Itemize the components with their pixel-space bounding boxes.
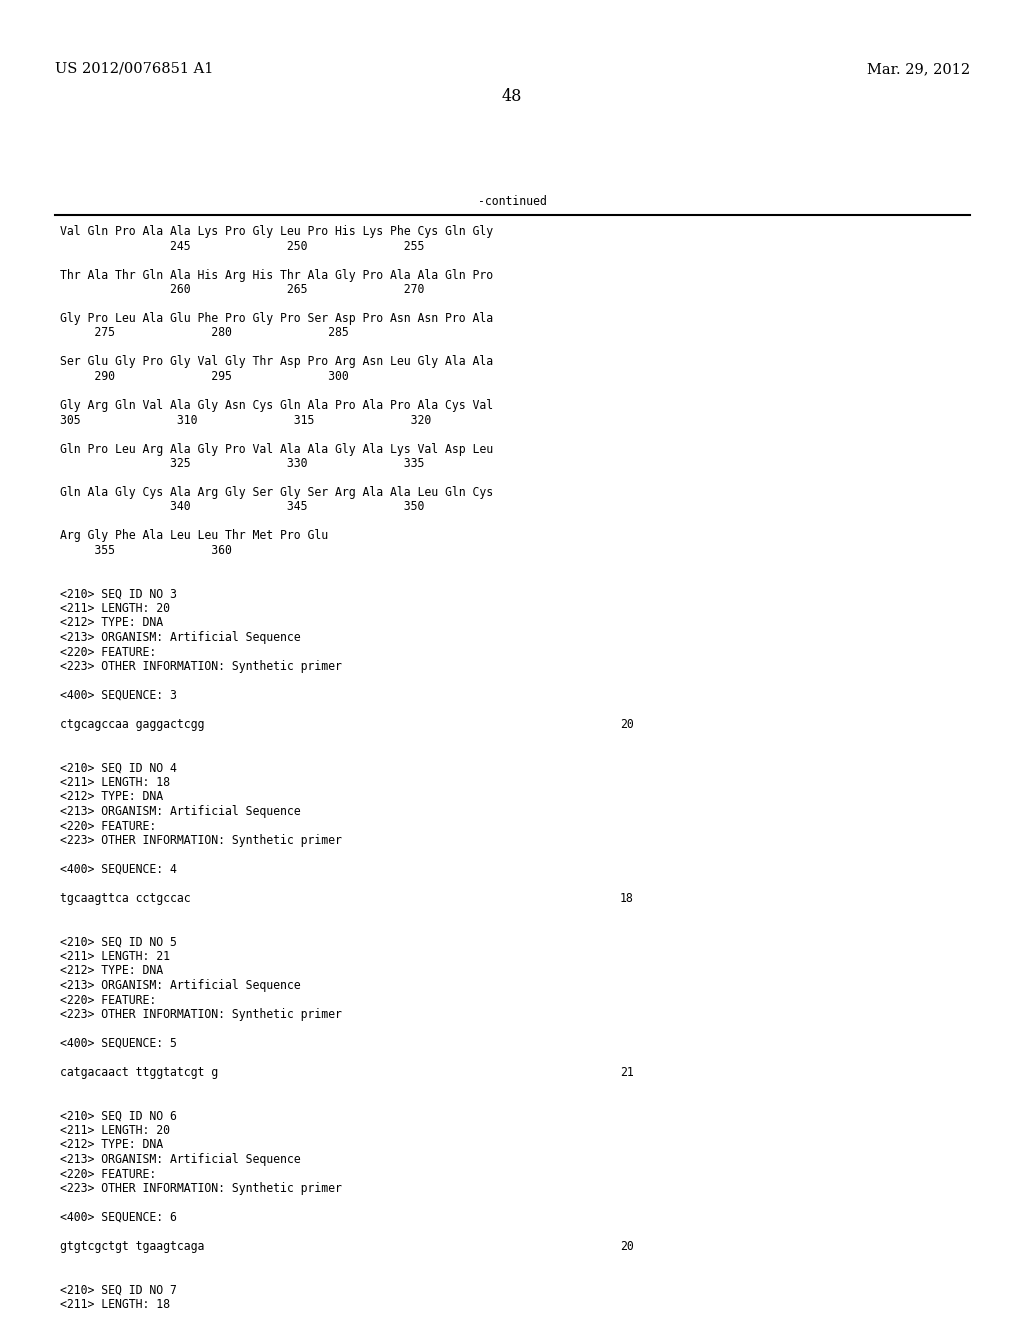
Text: <223> OTHER INFORMATION: Synthetic primer: <223> OTHER INFORMATION: Synthetic prime… — [60, 1181, 342, 1195]
Text: Val Gln Pro Ala Ala Lys Pro Gly Leu Pro His Lys Phe Cys Gln Gly: Val Gln Pro Ala Ala Lys Pro Gly Leu Pro … — [60, 224, 494, 238]
Text: <213> ORGANISM: Artificial Sequence: <213> ORGANISM: Artificial Sequence — [60, 1152, 301, 1166]
Text: ctgcagccaa gaggactcgg: ctgcagccaa gaggactcgg — [60, 718, 205, 731]
Text: Gln Pro Leu Arg Ala Gly Pro Val Ala Ala Gly Ala Lys Val Asp Leu: Gln Pro Leu Arg Ala Gly Pro Val Ala Ala … — [60, 442, 494, 455]
Text: <212> TYPE: DNA: <212> TYPE: DNA — [60, 965, 163, 978]
Text: 48: 48 — [502, 88, 522, 106]
Text: <212> TYPE: DNA: <212> TYPE: DNA — [60, 616, 163, 630]
Text: <220> FEATURE:: <220> FEATURE: — [60, 645, 157, 659]
Text: Mar. 29, 2012: Mar. 29, 2012 — [867, 62, 970, 77]
Text: <223> OTHER INFORMATION: Synthetic primer: <223> OTHER INFORMATION: Synthetic prime… — [60, 834, 342, 847]
Text: <220> FEATURE:: <220> FEATURE: — [60, 994, 157, 1006]
Text: Gly Arg Gln Val Ala Gly Asn Cys Gln Ala Pro Ala Pro Ala Cys Val: Gly Arg Gln Val Ala Gly Asn Cys Gln Ala … — [60, 399, 494, 412]
Text: Gly Pro Leu Ala Glu Phe Pro Gly Pro Ser Asp Pro Asn Asn Pro Ala: Gly Pro Leu Ala Glu Phe Pro Gly Pro Ser … — [60, 312, 494, 325]
Text: <213> ORGANISM: Artificial Sequence: <213> ORGANISM: Artificial Sequence — [60, 979, 301, 993]
Text: 18: 18 — [620, 892, 634, 906]
Text: 290              295              300: 290 295 300 — [60, 370, 349, 383]
Text: <223> OTHER INFORMATION: Synthetic primer: <223> OTHER INFORMATION: Synthetic prime… — [60, 1008, 342, 1020]
Text: <400> SEQUENCE: 5: <400> SEQUENCE: 5 — [60, 1038, 177, 1049]
Text: <213> ORGANISM: Artificial Sequence: <213> ORGANISM: Artificial Sequence — [60, 631, 301, 644]
Text: 305              310              315              320: 305 310 315 320 — [60, 413, 431, 426]
Text: <211> LENGTH: 21: <211> LENGTH: 21 — [60, 950, 170, 964]
Text: Arg Gly Phe Ala Leu Leu Thr Met Pro Glu: Arg Gly Phe Ala Leu Leu Thr Met Pro Glu — [60, 529, 328, 543]
Text: Gln Ala Gly Cys Ala Arg Gly Ser Gly Ser Arg Ala Ala Leu Gln Cys: Gln Ala Gly Cys Ala Arg Gly Ser Gly Ser … — [60, 486, 494, 499]
Text: tgcaagttca cctgccac: tgcaagttca cctgccac — [60, 892, 190, 906]
Text: <212> TYPE: DNA: <212> TYPE: DNA — [60, 791, 163, 804]
Text: <210> SEQ ID NO 7: <210> SEQ ID NO 7 — [60, 1283, 177, 1296]
Text: -continued: -continued — [477, 195, 547, 209]
Text: <212> TYPE: DNA: <212> TYPE: DNA — [60, 1138, 163, 1151]
Text: <210> SEQ ID NO 3: <210> SEQ ID NO 3 — [60, 587, 177, 601]
Text: 21: 21 — [620, 1067, 634, 1078]
Text: gtgtcgctgt tgaagtcaga: gtgtcgctgt tgaagtcaga — [60, 1239, 205, 1253]
Text: <211> LENGTH: 20: <211> LENGTH: 20 — [60, 1125, 170, 1137]
Text: <210> SEQ ID NO 5: <210> SEQ ID NO 5 — [60, 936, 177, 949]
Text: 355              360: 355 360 — [60, 544, 231, 557]
Text: <400> SEQUENCE: 3: <400> SEQUENCE: 3 — [60, 689, 177, 702]
Text: Thr Ala Thr Gln Ala His Arg His Thr Ala Gly Pro Ala Ala Gln Pro: Thr Ala Thr Gln Ala His Arg His Thr Ala … — [60, 268, 494, 281]
Text: <220> FEATURE:: <220> FEATURE: — [60, 820, 157, 833]
Text: catgacaact ttggtatcgt g: catgacaact ttggtatcgt g — [60, 1067, 218, 1078]
Text: 20: 20 — [620, 718, 634, 731]
Text: 20: 20 — [620, 1239, 634, 1253]
Text: 260              265              270: 260 265 270 — [60, 282, 424, 296]
Text: 325              330              335: 325 330 335 — [60, 457, 424, 470]
Text: <211> LENGTH: 20: <211> LENGTH: 20 — [60, 602, 170, 615]
Text: 275              280              285: 275 280 285 — [60, 326, 349, 339]
Text: <210> SEQ ID NO 4: <210> SEQ ID NO 4 — [60, 762, 177, 775]
Text: <400> SEQUENCE: 4: <400> SEQUENCE: 4 — [60, 863, 177, 876]
Text: <400> SEQUENCE: 6: <400> SEQUENCE: 6 — [60, 1210, 177, 1224]
Text: <210> SEQ ID NO 6: <210> SEQ ID NO 6 — [60, 1110, 177, 1122]
Text: <223> OTHER INFORMATION: Synthetic primer: <223> OTHER INFORMATION: Synthetic prime… — [60, 660, 342, 673]
Text: 340              345              350: 340 345 350 — [60, 500, 424, 513]
Text: 245              250              255: 245 250 255 — [60, 239, 424, 252]
Text: <213> ORGANISM: Artificial Sequence: <213> ORGANISM: Artificial Sequence — [60, 805, 301, 818]
Text: <211> LENGTH: 18: <211> LENGTH: 18 — [60, 776, 170, 789]
Text: Ser Glu Gly Pro Gly Val Gly Thr Asp Pro Arg Asn Leu Gly Ala Ala: Ser Glu Gly Pro Gly Val Gly Thr Asp Pro … — [60, 355, 494, 368]
Text: <211> LENGTH: 18: <211> LENGTH: 18 — [60, 1298, 170, 1311]
Text: US 2012/0076851 A1: US 2012/0076851 A1 — [55, 62, 213, 77]
Text: <220> FEATURE:: <220> FEATURE: — [60, 1167, 157, 1180]
